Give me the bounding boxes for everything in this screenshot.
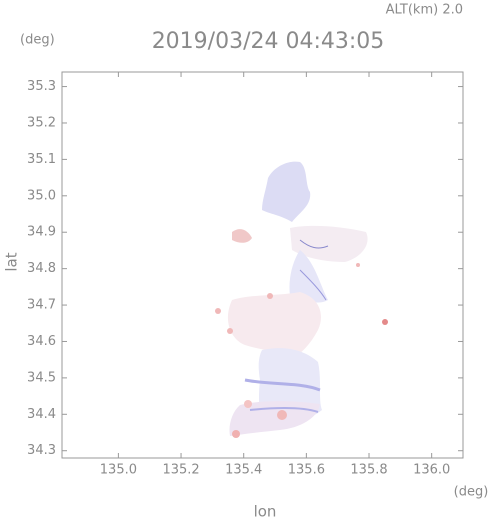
- x-tick-label: 135.2: [162, 463, 199, 478]
- y-tick-label: 35.3: [27, 79, 56, 94]
- y-axis-label: lat: [3, 252, 21, 271]
- chart-title: 2019/03/24 04:43:05: [152, 29, 385, 54]
- x-tick-label: 135.4: [225, 463, 262, 478]
- y-tick-label: 35.1: [27, 152, 56, 167]
- y-tick-label: 35.2: [27, 115, 56, 130]
- y-tick-label: 34.5: [27, 370, 56, 385]
- radar-echo: [215, 161, 388, 438]
- x-tick-label: 135.6: [288, 463, 325, 478]
- x-tick-label: 136.0: [413, 463, 450, 478]
- x-axis-label: lon: [254, 503, 277, 521]
- x-tick-label: 135.0: [100, 463, 137, 478]
- y-tick-label: 34.3: [27, 443, 56, 458]
- y-tick-label: 34.6: [27, 334, 56, 349]
- y-tick-label: 34.8: [27, 261, 56, 276]
- plot-frame: [61, 71, 464, 459]
- y-tick-label: 35.0: [27, 188, 56, 203]
- altitude-label: ALT(km) 2.0: [386, 3, 463, 18]
- x-tick-label: 135.8: [350, 463, 387, 478]
- y-tick-label: 34.7: [27, 298, 56, 313]
- y-tick-label: 34.9: [27, 225, 56, 240]
- y-unit: (deg): [20, 33, 55, 48]
- y-tick-label: 34.4: [27, 407, 56, 422]
- x-unit: (deg): [454, 485, 489, 500]
